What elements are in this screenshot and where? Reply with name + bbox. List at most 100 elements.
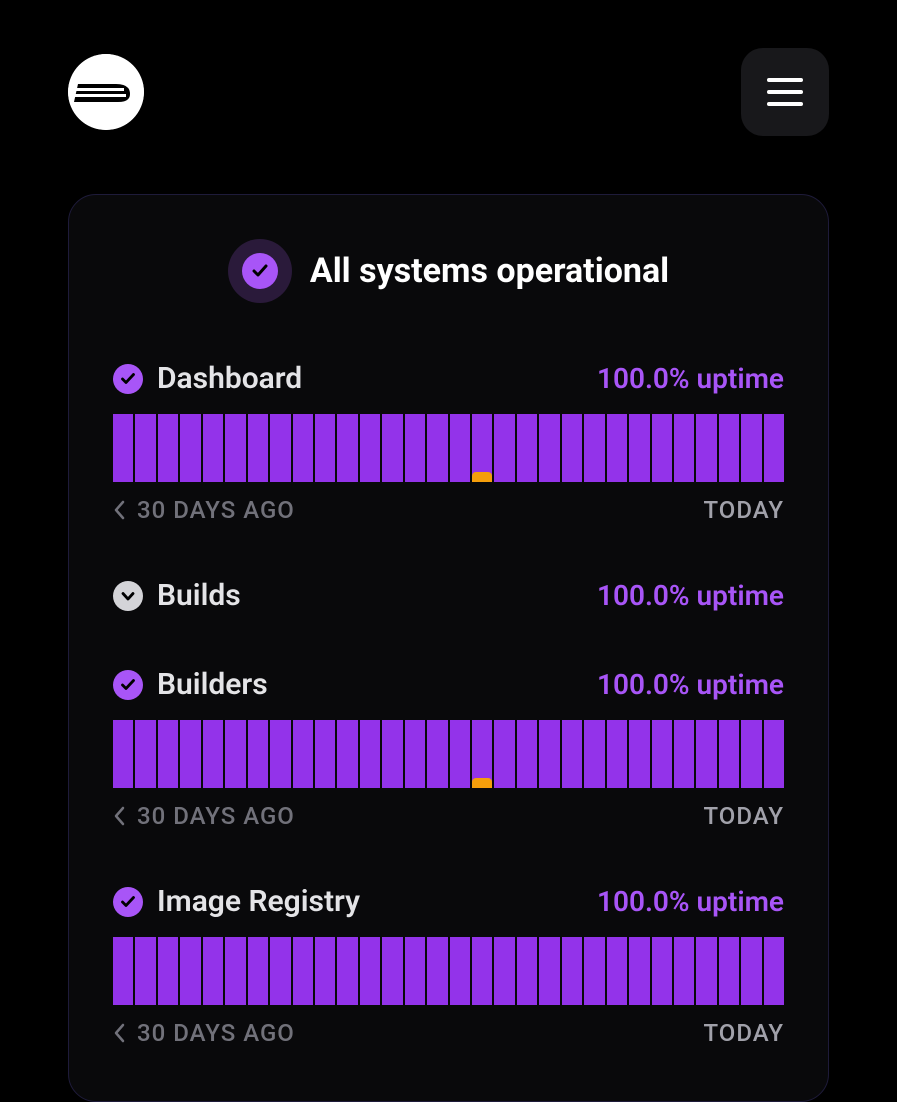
uptime-bar[interactable] bbox=[652, 720, 672, 788]
uptime-bar[interactable] bbox=[539, 720, 559, 788]
uptime-bar[interactable] bbox=[180, 937, 200, 1005]
uptime-bar[interactable] bbox=[652, 937, 672, 1005]
uptime-bar[interactable] bbox=[203, 937, 223, 1005]
uptime-bar[interactable] bbox=[337, 414, 357, 482]
uptime-bar[interactable] bbox=[696, 720, 716, 788]
overall-status: All systems operational bbox=[113, 239, 784, 303]
uptime-bar[interactable] bbox=[360, 937, 380, 1005]
uptime-bar[interactable] bbox=[270, 414, 290, 482]
uptime-bar[interactable] bbox=[562, 414, 582, 482]
uptime-bar[interactable] bbox=[764, 720, 784, 788]
uptime-bar[interactable] bbox=[629, 414, 649, 482]
uptime-bar[interactable] bbox=[382, 720, 402, 788]
uptime-bar[interactable] bbox=[315, 720, 335, 788]
uptime-bar[interactable] bbox=[719, 414, 739, 482]
uptime-bar[interactable] bbox=[248, 414, 268, 482]
uptime-bar[interactable] bbox=[584, 720, 604, 788]
uptime-bar[interactable] bbox=[360, 720, 380, 788]
uptime-bar[interactable] bbox=[696, 937, 716, 1005]
uptime-bar[interactable] bbox=[113, 720, 133, 788]
uptime-bar[interactable] bbox=[517, 937, 537, 1005]
uptime-bar[interactable] bbox=[135, 937, 155, 1005]
uptime-bar[interactable] bbox=[539, 937, 559, 1005]
uptime-bar[interactable] bbox=[562, 937, 582, 1005]
uptime-bar[interactable] bbox=[270, 720, 290, 788]
service-header: Image Registry100.0% uptime bbox=[113, 884, 784, 919]
uptime-bar[interactable] bbox=[113, 414, 133, 482]
uptime-bar[interactable] bbox=[203, 414, 223, 482]
uptime-bar[interactable] bbox=[203, 720, 223, 788]
uptime-bar[interactable] bbox=[135, 414, 155, 482]
uptime-bar[interactable] bbox=[427, 414, 447, 482]
uptime-bar[interactable] bbox=[248, 720, 268, 788]
uptime-bar[interactable] bbox=[405, 720, 425, 788]
uptime-bar[interactable] bbox=[764, 937, 784, 1005]
uptime-bar[interactable] bbox=[719, 720, 739, 788]
uptime-bar[interactable] bbox=[584, 414, 604, 482]
uptime-bar[interactable] bbox=[607, 414, 627, 482]
timeline-start[interactable]: 30 DAYS AGO bbox=[113, 1019, 295, 1047]
uptime-bar[interactable] bbox=[405, 937, 425, 1005]
uptime-bar[interactable] bbox=[472, 720, 492, 788]
timeline-start[interactable]: 30 DAYS AGO bbox=[113, 496, 295, 524]
uptime-bar[interactable] bbox=[337, 720, 357, 788]
uptime-bar[interactable] bbox=[696, 414, 716, 482]
timeline-start[interactable]: 30 DAYS AGO bbox=[113, 802, 295, 830]
uptime-bar[interactable] bbox=[158, 720, 178, 788]
uptime-bar[interactable] bbox=[382, 414, 402, 482]
chevron-down-icon[interactable] bbox=[113, 581, 143, 611]
uptime-bar[interactable] bbox=[450, 937, 470, 1005]
uptime-bar[interactable] bbox=[741, 937, 761, 1005]
uptime-bar[interactable] bbox=[225, 414, 245, 482]
uptime-bar[interactable] bbox=[158, 937, 178, 1005]
uptime-bar[interactable] bbox=[472, 937, 492, 1005]
uptime-bar[interactable] bbox=[607, 937, 627, 1005]
uptime-bar[interactable] bbox=[674, 414, 694, 482]
uptime-bar[interactable] bbox=[741, 720, 761, 788]
uptime-bar[interactable] bbox=[584, 937, 604, 1005]
logo[interactable] bbox=[68, 54, 144, 130]
uptime-text: 100.0% uptime bbox=[597, 579, 784, 612]
uptime-bar[interactable] bbox=[405, 414, 425, 482]
uptime-bar[interactable] bbox=[450, 720, 470, 788]
uptime-bar[interactable] bbox=[674, 720, 694, 788]
uptime-bar[interactable] bbox=[315, 414, 335, 482]
uptime-bar[interactable] bbox=[629, 720, 649, 788]
uptime-bar[interactable] bbox=[113, 937, 133, 1005]
uptime-bar[interactable] bbox=[158, 414, 178, 482]
uptime-bar[interactable] bbox=[315, 937, 335, 1005]
uptime-bar[interactable] bbox=[225, 937, 245, 1005]
uptime-bar[interactable] bbox=[135, 720, 155, 788]
uptime-bar[interactable] bbox=[629, 937, 649, 1005]
uptime-bar[interactable] bbox=[517, 720, 537, 788]
uptime-bar[interactable] bbox=[427, 937, 447, 1005]
uptime-bar[interactable] bbox=[607, 720, 627, 788]
uptime-bar[interactable] bbox=[427, 720, 447, 788]
uptime-bar[interactable] bbox=[494, 720, 514, 788]
uptime-bar[interactable] bbox=[337, 937, 357, 1005]
uptime-bar[interactable] bbox=[450, 414, 470, 482]
uptime-bar[interactable] bbox=[494, 414, 514, 482]
uptime-bar[interactable] bbox=[494, 937, 514, 1005]
uptime-bar[interactable] bbox=[180, 414, 200, 482]
menu-button[interactable] bbox=[741, 48, 829, 136]
uptime-bar[interactable] bbox=[741, 414, 761, 482]
uptime-bar[interactable] bbox=[225, 720, 245, 788]
uptime-bar[interactable] bbox=[293, 720, 313, 788]
uptime-bar[interactable] bbox=[293, 414, 313, 482]
uptime-bar[interactable] bbox=[270, 937, 290, 1005]
uptime-bar[interactable] bbox=[517, 414, 537, 482]
uptime-bar[interactable] bbox=[180, 720, 200, 788]
uptime-bar[interactable] bbox=[674, 937, 694, 1005]
uptime-bar[interactable] bbox=[652, 414, 672, 482]
uptime-bar[interactable] bbox=[293, 937, 313, 1005]
uptime-bar[interactable] bbox=[382, 937, 402, 1005]
uptime-bar[interactable] bbox=[562, 720, 582, 788]
uptime-bar[interactable] bbox=[472, 414, 492, 482]
uptime-bar[interactable] bbox=[719, 937, 739, 1005]
uptime-bar[interactable] bbox=[248, 937, 268, 1005]
uptime-bar[interactable] bbox=[360, 414, 380, 482]
service-left: Builds bbox=[113, 578, 241, 613]
uptime-bar[interactable] bbox=[764, 414, 784, 482]
uptime-bar[interactable] bbox=[539, 414, 559, 482]
